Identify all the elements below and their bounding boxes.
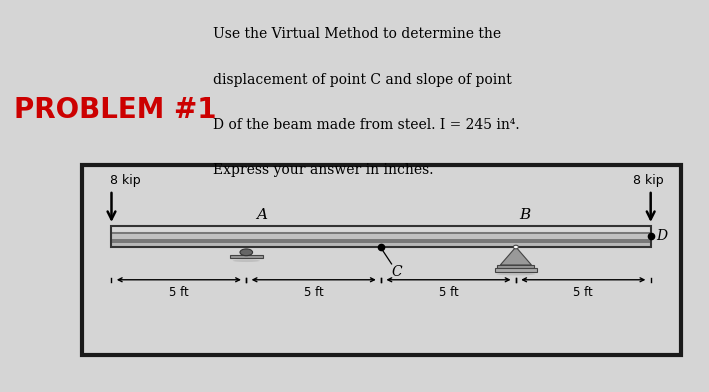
Text: 8 kip: 8 kip [110, 174, 140, 187]
Ellipse shape [233, 260, 259, 262]
Text: D of the beam made from steel. I = 245 in⁴.: D of the beam made from steel. I = 245 i… [213, 118, 519, 132]
Bar [111, 243, 651, 247]
Text: C: C [391, 265, 402, 279]
Bar [111, 226, 651, 247]
Bar [111, 226, 651, 230]
Text: A: A [256, 208, 267, 222]
Bar [230, 255, 263, 258]
Bar [111, 232, 651, 243]
Ellipse shape [496, 273, 535, 276]
Text: displacement of point C and slope of point: displacement of point C and slope of poi… [213, 73, 511, 87]
Text: D: D [656, 229, 667, 243]
Text: PROBLEM #1: PROBLEM #1 [14, 96, 217, 124]
Text: 5 ft: 5 ft [304, 286, 323, 299]
Bar [497, 265, 535, 268]
Text: Use the Virtual Method to determine the: Use the Virtual Method to determine the [213, 27, 501, 42]
Bar [495, 268, 537, 272]
Bar [111, 234, 651, 239]
Text: Express your answer in inches.: Express your answer in inches. [213, 163, 433, 177]
Text: 8 kip: 8 kip [632, 174, 664, 187]
Ellipse shape [240, 249, 252, 256]
Text: 5 ft: 5 ft [574, 286, 593, 299]
Ellipse shape [513, 245, 518, 249]
Text: 5 ft: 5 ft [169, 286, 189, 299]
Polygon shape [501, 247, 532, 265]
Text: B: B [519, 208, 530, 222]
Text: 5 ft: 5 ft [439, 286, 458, 299]
